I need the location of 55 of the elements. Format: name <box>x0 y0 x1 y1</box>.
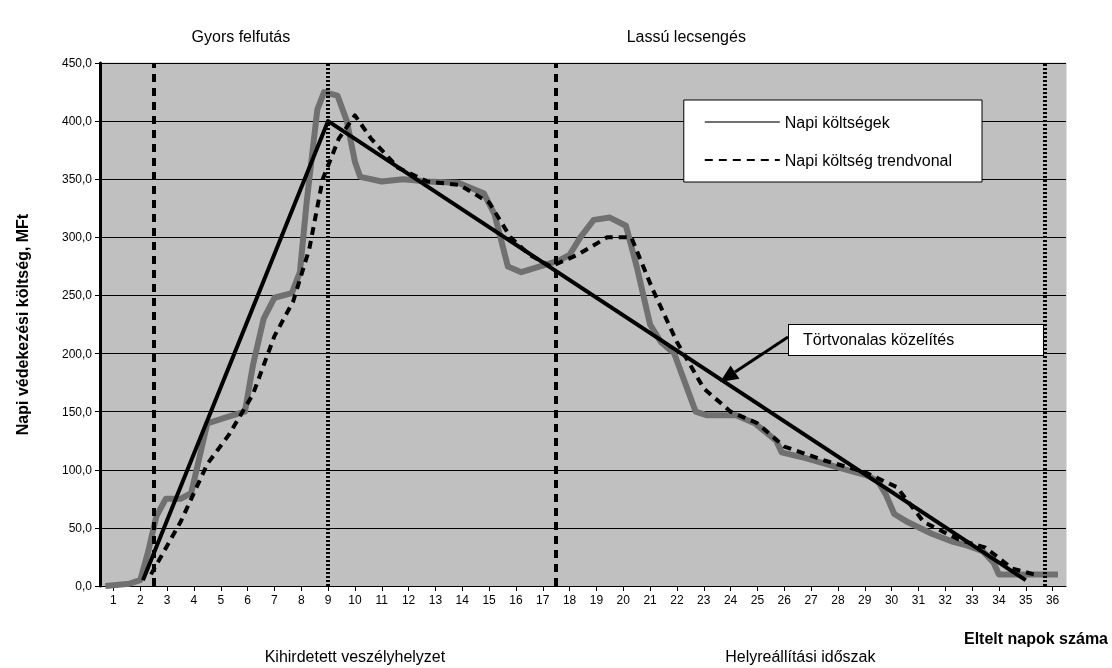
x-tick-label: 34 <box>992 593 1006 607</box>
callout-box: Törtvonalas közelítés <box>788 324 1044 356</box>
x-tick-label: 21 <box>643 593 658 607</box>
x-tick-label: 17 <box>536 593 550 607</box>
y-tick-label: 350,0 <box>61 172 93 187</box>
text: Kihirdetett veszélyhelyzet <box>264 647 446 665</box>
x-tick-label: 20 <box>616 593 631 607</box>
x-tick-label: 29 <box>858 593 872 607</box>
x-tick-label: 3 <box>163 593 171 607</box>
x-tick-label: 24 <box>723 593 738 607</box>
x-tick-label: 22 <box>670 593 684 607</box>
x-tick-label: 19 <box>589 593 604 607</box>
x-tick-label: 7 <box>271 593 279 607</box>
y-tick-label: 450,0 <box>61 56 93 70</box>
x-tick-label: 25 <box>750 593 765 607</box>
x-axis-title: Eltelt napok száma <box>963 629 1109 647</box>
x-tick-label: 27 <box>804 593 819 607</box>
x-tick-label: 8 <box>297 593 305 607</box>
x-tick-label: 35 <box>1019 593 1033 607</box>
y-tick-label: 400,0 <box>61 114 93 129</box>
x-tick-label: 18 <box>562 593 577 607</box>
y-tick-label: 250,0 <box>61 288 93 303</box>
x-tick-label: 36 <box>1045 593 1060 607</box>
x-tick-label: 16 <box>509 593 523 607</box>
x-tick-label: 14 <box>455 593 470 607</box>
x-tick-label: 10 <box>348 593 362 607</box>
y-axis-title: Napi védekezési költség, MFt <box>13 213 31 436</box>
x-tick-label: 2 <box>136 593 144 607</box>
x-tick-label: 30 <box>884 593 899 607</box>
x-tick-label: 5 <box>217 593 225 607</box>
y-tick-label: 150,0 <box>61 404 93 419</box>
x-tick-label: 28 <box>831 593 845 607</box>
y-tick-label: 200,0 <box>61 346 93 361</box>
text: Gyors felfutás <box>191 27 291 45</box>
text: Lassú lecsengés <box>626 27 746 45</box>
x-tick-label: 13 <box>428 593 443 607</box>
x-tick-label: 6 <box>244 593 252 607</box>
x-tick-label: 9 <box>324 593 332 607</box>
x-tick-label: 4 <box>190 593 198 607</box>
y-tick-label: 100,0 <box>61 462 93 477</box>
x-tick-label: 32 <box>938 593 953 607</box>
legend-label: Napi költségek <box>784 113 891 131</box>
y-tick-label: 0,0 <box>75 579 93 593</box>
text: Helyreállítási időszak <box>725 647 877 665</box>
x-tick-label: 12 <box>401 593 416 607</box>
x-tick-label: 23 <box>697 593 711 607</box>
y-tick-label: 300,0 <box>61 230 93 245</box>
x-tick-label: 33 <box>965 593 980 607</box>
x-tick-label: 31 <box>911 593 926 607</box>
x-tick-label: 11 <box>375 593 389 607</box>
x-tick-label: 1 <box>110 593 118 607</box>
x-tick-label: 15 <box>482 593 497 607</box>
x-tick-label: 26 <box>777 593 792 607</box>
y-tick-label: 50,0 <box>68 520 93 535</box>
legend-label: Napi költség trendvonal <box>784 151 953 169</box>
